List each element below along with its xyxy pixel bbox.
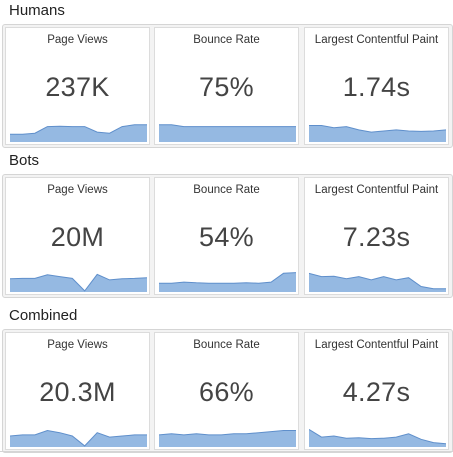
metric-card-bounce-rate: Bounce Rate 54% — [154, 177, 299, 295]
sparkline-chart — [309, 272, 446, 292]
metric-value: 54% — [199, 222, 254, 252]
metric-card-page-views: Page Views 237K — [5, 27, 150, 145]
sparkline-area — [159, 124, 296, 142]
metric-value: 237K — [45, 72, 110, 102]
metric-value: 20M — [50, 222, 105, 252]
sparkline-area — [10, 274, 147, 292]
sparkline-line — [309, 272, 446, 290]
metric-card-bounce-rate: Bounce Rate 75% — [154, 27, 299, 145]
sparkline-area — [159, 430, 296, 447]
sparkline-line — [159, 124, 296, 128]
metric-value: 1.74s — [342, 72, 411, 102]
sparkline-line — [159, 272, 296, 284]
sparkline-chart — [159, 430, 296, 447]
sparkline-line — [10, 273, 147, 292]
metric-label: Page Views — [47, 339, 108, 351]
sparkline-chart — [10, 273, 147, 292]
sparkline-chart — [159, 272, 296, 292]
metrics-panel-humans: Page Views 237K Bounce Rate 75% Largest … — [2, 24, 453, 148]
sparkline-area — [159, 272, 296, 292]
metric-card-largest-contentful-paint: Largest Contentful Paint 1.74s — [304, 27, 449, 145]
metric-label: Largest Contentful Paint — [314, 184, 439, 196]
sparkline-area — [10, 124, 147, 142]
metric-value: 75% — [199, 72, 254, 102]
metric-value: 7.23s — [342, 222, 411, 252]
sparkline-line — [309, 428, 446, 445]
metric-value: 66% — [199, 377, 254, 407]
sparkline-chart — [10, 429, 147, 447]
metric-card-page-views: Page Views 20M — [5, 177, 150, 295]
metric-label: Page Views — [47, 184, 108, 196]
sparkline-line — [159, 430, 296, 436]
metric-label: Bounce Rate — [193, 339, 260, 351]
sparkline-area — [309, 273, 446, 292]
sparkline-chart — [10, 124, 147, 142]
sparkline-line — [10, 124, 147, 135]
metric-label: Bounce Rate — [193, 184, 260, 196]
section-title-humans: Humans — [9, 2, 65, 19]
metric-card-largest-contentful-paint: Largest Contentful Paint 7.23s — [304, 177, 449, 295]
sparkline-area — [309, 429, 446, 447]
metric-label: Page Views — [47, 34, 108, 46]
section-title-combined: Combined — [9, 307, 78, 324]
sparkline-chart — [309, 428, 446, 447]
divider — [0, 451, 453, 452]
sparkline-chart — [159, 124, 296, 142]
metrics-panel-bots: Page Views 20M Bounce Rate 54% Largest C… — [2, 174, 453, 298]
sparkline-chart — [309, 125, 446, 142]
metric-card-page-views: Page Views 20.3M — [5, 332, 150, 450]
metric-label: Largest Contentful Paint — [314, 34, 439, 46]
sparkline-area — [309, 125, 446, 142]
metric-label: Bounce Rate — [193, 34, 260, 46]
sparkline-area — [10, 430, 147, 447]
metrics-panel-combined: Page Views 20.3M Bounce Rate 66% Largest… — [2, 329, 453, 453]
section-title-bots: Bots — [9, 152, 40, 169]
metric-value: 20.3M — [39, 377, 116, 407]
sparkline-line — [10, 429, 147, 447]
metric-label: Largest Contentful Paint — [314, 339, 439, 351]
metric-value: 4.27s — [342, 377, 411, 407]
metric-card-bounce-rate: Bounce Rate 66% — [154, 332, 299, 450]
metric-card-largest-contentful-paint: Largest Contentful Paint 4.27s — [304, 332, 449, 450]
sparkline-line — [309, 125, 446, 133]
